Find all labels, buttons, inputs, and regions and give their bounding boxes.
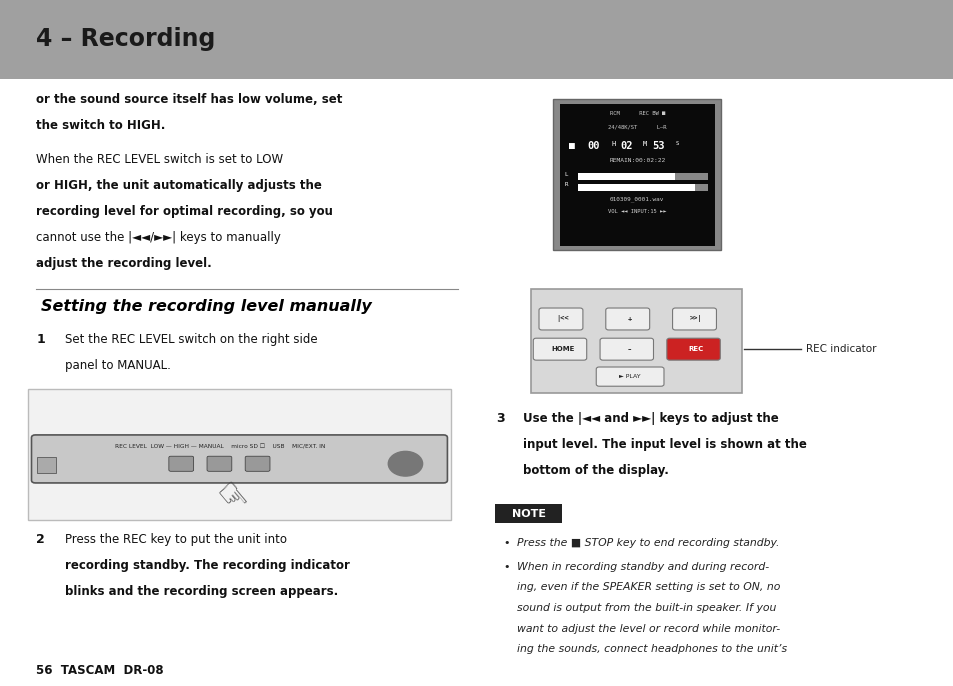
Text: ☞: ☞ [206,475,253,522]
FancyBboxPatch shape [495,504,561,523]
Text: HOME: HOME [551,346,574,352]
FancyBboxPatch shape [531,289,741,393]
Text: REMAIN:00:02:22: REMAIN:00:02:22 [609,158,664,163]
Text: When the REC LEVEL switch is set to LOW: When the REC LEVEL switch is set to LOW [36,153,283,166]
Text: adjust the recording level.: adjust the recording level. [36,257,212,270]
Text: 56  TASCAM  DR-08: 56 TASCAM DR-08 [36,664,164,677]
FancyBboxPatch shape [31,435,447,483]
Text: REC: REC [688,346,703,352]
Text: +: + [627,316,631,322]
FancyBboxPatch shape [578,173,675,180]
Text: or HIGH, the unit automatically adjusts the: or HIGH, the unit automatically adjusts … [36,179,322,192]
Text: ing, even if the SPEAKER setting is set to ON, no: ing, even if the SPEAKER setting is set … [517,582,780,593]
Text: recording level for optimal recording, so you: recording level for optimal recording, s… [36,205,333,218]
FancyBboxPatch shape [578,184,694,191]
FancyBboxPatch shape [672,308,716,330]
Text: cannot use the |◄◄/►►| keys to manually: cannot use the |◄◄/►►| keys to manually [36,231,281,244]
Text: NOTE: NOTE [511,509,545,519]
Text: sound is output from the built-in speaker. If you: sound is output from the built-in speake… [517,603,776,613]
Text: H: H [611,141,615,147]
Text: M: M [642,141,646,147]
FancyBboxPatch shape [666,338,720,360]
Text: panel to MANUAL.: panel to MANUAL. [65,359,171,372]
Text: |<<: |<< [556,316,569,322]
Text: REC LEVEL  LOW — HIGH — MANUAL    micro SD ☐    USB    MIC/EXT. IN: REC LEVEL LOW — HIGH — MANUAL micro SD ☐… [115,445,325,450]
Text: •: • [503,562,510,572]
Text: or the sound source itself has low volume, set: or the sound source itself has low volum… [36,93,342,106]
FancyBboxPatch shape [37,457,56,473]
Text: ing the sounds, connect headphones to the unit’s: ing the sounds, connect headphones to th… [517,644,786,654]
FancyBboxPatch shape [559,104,714,246]
Text: bottom of the display.: bottom of the display. [522,464,668,477]
Text: 1: 1 [36,333,45,346]
Text: REC indicator: REC indicator [805,344,876,354]
Text: blinks and the recording screen appears.: blinks and the recording screen appears. [65,585,337,598]
Text: 4 – Recording: 4 – Recording [36,27,215,51]
Text: input level. The input level is shown at the: input level. The input level is shown at… [522,438,806,451]
Text: ► PLAY: ► PLAY [618,374,639,379]
Text: >>|: >>| [689,316,702,322]
Text: Press the REC key to put the unit into: Press the REC key to put the unit into [65,533,287,546]
Text: RCM      REC BW ■: RCM REC BW ■ [609,111,664,116]
FancyBboxPatch shape [553,99,720,250]
Text: recording standby. The recording indicator: recording standby. The recording indicat… [65,559,350,572]
Text: 00: 00 [587,141,599,152]
FancyBboxPatch shape [28,389,451,520]
Circle shape [388,451,422,476]
Text: 24/48K/ST      L–R: 24/48K/ST L–R [607,125,666,130]
FancyBboxPatch shape [605,308,649,330]
Text: When in recording standby and during record-: When in recording standby and during rec… [517,562,768,572]
Text: VOL ◄◄ INPUT:15 ►►: VOL ◄◄ INPUT:15 ►► [607,209,666,213]
FancyBboxPatch shape [533,338,586,360]
Text: 3: 3 [496,412,504,425]
Text: Press the ■ STOP key to end recording standby.: Press the ■ STOP key to end recording st… [517,538,779,548]
Text: want to adjust the level or record while monitor-: want to adjust the level or record while… [517,624,780,634]
Text: the switch to HIGH.: the switch to HIGH. [36,119,166,132]
FancyBboxPatch shape [596,367,663,386]
Text: Set the REC LEVEL switch on the right side: Set the REC LEVEL switch on the right si… [65,333,317,346]
Text: 53: 53 [652,141,664,152]
FancyBboxPatch shape [538,308,582,330]
Text: ■: ■ [568,141,574,152]
FancyBboxPatch shape [0,79,953,686]
Text: L: L [564,172,568,176]
Text: Setting the recording level manually: Setting the recording level manually [41,299,372,314]
FancyBboxPatch shape [578,184,707,191]
FancyBboxPatch shape [599,338,653,360]
FancyBboxPatch shape [0,0,953,79]
FancyBboxPatch shape [207,456,232,471]
FancyBboxPatch shape [245,456,270,471]
Text: S: S [675,141,678,146]
FancyBboxPatch shape [169,456,193,471]
Text: Use the |◄◄ and ►►| keys to adjust the: Use the |◄◄ and ►►| keys to adjust the [522,412,778,425]
FancyBboxPatch shape [578,173,707,180]
Text: •: • [503,538,510,548]
Text: –: – [627,346,631,352]
Text: R: R [564,182,568,187]
Text: 010309_0001.wav: 010309_0001.wav [610,196,663,202]
Text: 2: 2 [36,533,45,546]
Text: 02: 02 [619,141,632,152]
